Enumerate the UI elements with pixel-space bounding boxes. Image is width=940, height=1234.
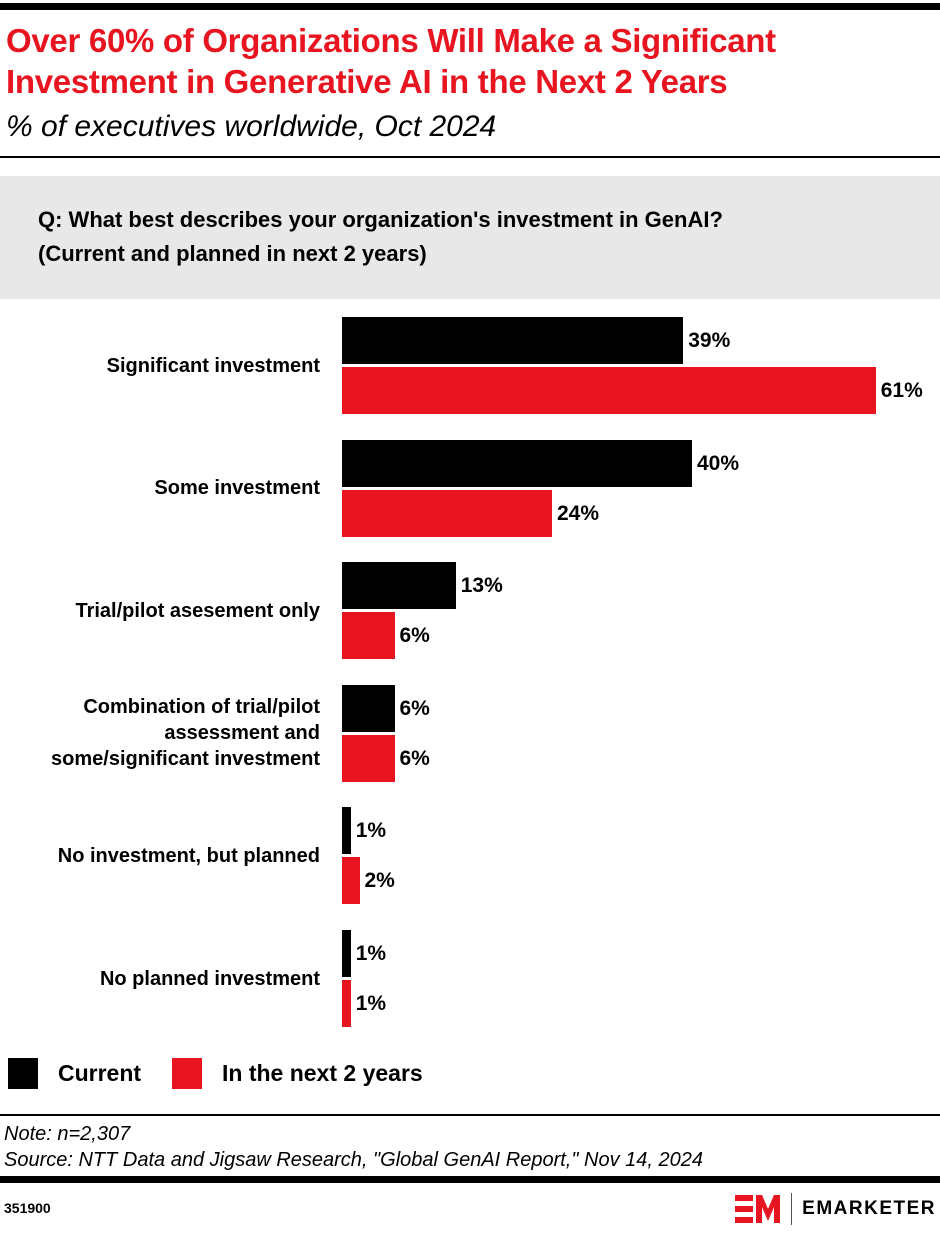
data-label: 13% xyxy=(460,574,503,598)
legend-swatch-next-2-years xyxy=(172,1058,202,1089)
legend-swatch-current xyxy=(8,1058,38,1089)
bar-next-2-years xyxy=(342,857,360,905)
header-divider xyxy=(0,156,940,158)
data-label: 6% xyxy=(399,746,430,770)
data-label: 6% xyxy=(399,624,430,648)
bar-next-2-years xyxy=(342,367,876,414)
bar-current xyxy=(342,439,692,487)
question-box xyxy=(0,176,940,299)
legend-label-next-2-years: In the next 2 years xyxy=(222,1060,423,1086)
bar-current xyxy=(342,562,456,610)
bar-next-2-years xyxy=(342,489,552,537)
emarketer-logo: EMARKETER xyxy=(735,1193,936,1225)
chart-id: 351900 xyxy=(4,1200,51,1216)
data-label: 1% xyxy=(355,992,387,1015)
data-label: 1% xyxy=(355,942,387,965)
category-label: Significant investment xyxy=(106,354,320,377)
data-label: 6% xyxy=(399,696,430,720)
bar-current xyxy=(342,930,351,977)
data-label: 2% xyxy=(364,869,395,893)
note: Note: n=2,307 xyxy=(4,1123,131,1145)
question-line-1: Q: What best describes your organization… xyxy=(38,207,723,232)
bar-current xyxy=(342,317,684,364)
category-label: No planned investment xyxy=(99,967,320,990)
data-label: 40% xyxy=(697,451,740,475)
question-text: Q: What best describes your organization… xyxy=(38,203,723,271)
bar-next-2-years xyxy=(342,612,395,660)
bar-next-2-years xyxy=(342,980,351,1027)
chart-subtitle: % of executives worldwide, Oct 2024 xyxy=(6,110,497,143)
source: Source: NTT Data and Jigsaw Research, "G… xyxy=(4,1149,703,1171)
footer-divider xyxy=(0,1114,940,1116)
bar-current xyxy=(342,684,395,732)
data-label: 24% xyxy=(557,501,600,525)
category-label: Combination of trial/pilot assessment and… xyxy=(51,696,320,771)
bar-chart: Significant investment 39% 61% Some investm… xyxy=(0,300,940,1040)
chart-title: Over 60% of Organizations Will Make a Si… xyxy=(6,22,776,100)
category-label: No investment, but planned xyxy=(57,844,320,867)
data-label: 1% xyxy=(355,819,387,843)
category-label: Some investment xyxy=(154,477,320,500)
category-label: Trial/pilot asesement only xyxy=(75,599,320,622)
em-logo-icon xyxy=(735,1195,781,1223)
bar-current xyxy=(342,807,351,855)
bar-next-2-years xyxy=(342,734,395,782)
footer-bar xyxy=(0,1176,940,1183)
top-rule xyxy=(0,3,940,10)
data-label: 61% xyxy=(880,379,923,402)
question-line-2: (Current and planned in next 2 years) xyxy=(38,241,427,266)
data-label: 39% xyxy=(688,329,731,352)
logo-separator xyxy=(791,1193,793,1225)
legend-label-current: Current xyxy=(58,1060,142,1086)
brand-name: EMARKETER xyxy=(802,1198,936,1219)
